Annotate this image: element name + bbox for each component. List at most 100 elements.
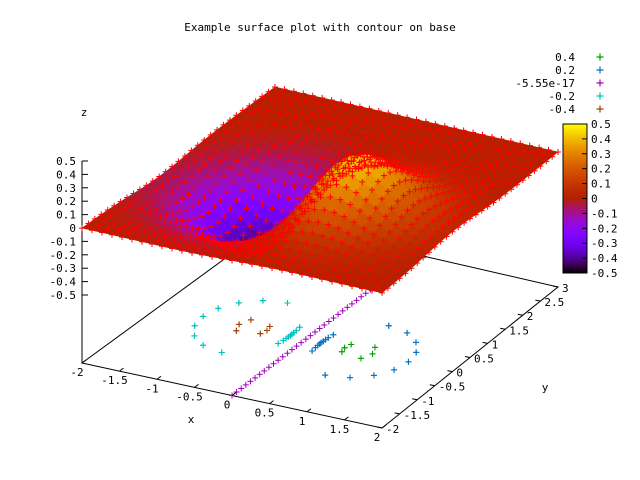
colorbar-tick-label: -0.2 (591, 222, 618, 235)
surface-point (278, 208, 285, 215)
surface-point (437, 200, 444, 207)
surface-point (487, 163, 494, 170)
surface-point (346, 165, 353, 172)
contour-point (275, 340, 282, 347)
surface-point (306, 104, 313, 111)
surface-point (156, 195, 163, 202)
surface-point (344, 131, 351, 138)
surface-point (341, 155, 348, 162)
surface-point (420, 210, 427, 217)
surface-point (230, 146, 237, 153)
surface-point (201, 161, 208, 168)
surface-point (439, 223, 446, 230)
surface-point (185, 243, 192, 250)
surface-point (252, 137, 259, 144)
surface-point (514, 151, 521, 158)
surface-point (269, 265, 275, 272)
surface-point (501, 142, 508, 149)
surface-point (481, 168, 488, 175)
surface-point (379, 289, 385, 296)
surface-point (385, 128, 392, 135)
surface-point (115, 227, 122, 234)
surface-point (236, 171, 243, 178)
surface-point (412, 186, 419, 193)
surface-point (393, 157, 400, 164)
surface-point (426, 178, 433, 185)
surface-point (346, 261, 353, 268)
surface-point (178, 168, 185, 175)
surface-point (345, 151, 352, 158)
surface-point (239, 150, 246, 157)
surface-point (265, 88, 272, 95)
surface-point (356, 264, 363, 271)
surface-point (341, 124, 348, 131)
surface-point (371, 163, 378, 170)
surface-point (89, 227, 95, 234)
surface-point (335, 162, 342, 169)
contour-point (318, 339, 325, 346)
colorbar-tick-label: 0.5 (591, 118, 611, 131)
surface-point (255, 105, 262, 111)
surface-point (125, 229, 132, 236)
surface-point (159, 182, 166, 189)
surface-point (418, 185, 425, 192)
surface-point (398, 262, 405, 269)
surface-point (85, 220, 92, 227)
surface-point (223, 239, 230, 246)
contour-point (316, 340, 323, 347)
surface-point (369, 131, 376, 138)
surface-point (448, 180, 455, 187)
y-tick-label: -2 (386, 423, 399, 436)
contour-point (293, 343, 300, 350)
surface-point (377, 160, 384, 167)
surface-point (383, 160, 390, 167)
surface-point (218, 233, 225, 240)
y-tick-mark (429, 384, 435, 387)
surface-point (275, 259, 282, 266)
surface-point (302, 201, 309, 208)
z-tick-label: 0.5 (56, 155, 76, 168)
surface-point (297, 172, 304, 179)
surface-point (313, 242, 320, 249)
surface-point (291, 183, 298, 190)
z-tick-label: -0.2 (50, 249, 77, 262)
surface-point (293, 238, 300, 245)
surface-point (288, 210, 295, 217)
surface-point (316, 146, 323, 153)
surface-point (360, 273, 367, 280)
surface-point (303, 115, 310, 122)
y-tick-label: -1.5 (404, 409, 431, 422)
surface-point (248, 242, 255, 249)
surface-point (357, 151, 364, 158)
x-tick-label: -1 (145, 382, 158, 395)
surface-point (376, 270, 383, 277)
surface-point (478, 207, 485, 214)
surface-point (502, 190, 509, 197)
surface-point (418, 158, 425, 165)
surface-point (118, 216, 125, 223)
surface-point (289, 269, 295, 276)
surface-point (453, 203, 460, 210)
surface-point (202, 225, 209, 232)
surface-point (239, 238, 246, 245)
surface-point (281, 146, 288, 153)
surface-point (471, 193, 478, 200)
surface-point (396, 178, 403, 185)
surface-point (324, 270, 331, 277)
surface-point (233, 112, 240, 119)
surface-point (220, 142, 227, 149)
surface-point (258, 131, 265, 138)
surface-point (156, 173, 163, 180)
y-tick-label: -1 (421, 395, 434, 408)
contour-point (385, 322, 392, 329)
surface-point (436, 145, 443, 152)
y-tick-mark (500, 327, 506, 330)
surface-point (426, 143, 433, 150)
surface-point (402, 177, 409, 184)
surface-point (246, 121, 253, 128)
surface-point (258, 111, 265, 118)
surface-point (195, 200, 202, 207)
contour-point (348, 341, 355, 348)
surface-point (466, 170, 473, 177)
surface-point (451, 143, 458, 150)
